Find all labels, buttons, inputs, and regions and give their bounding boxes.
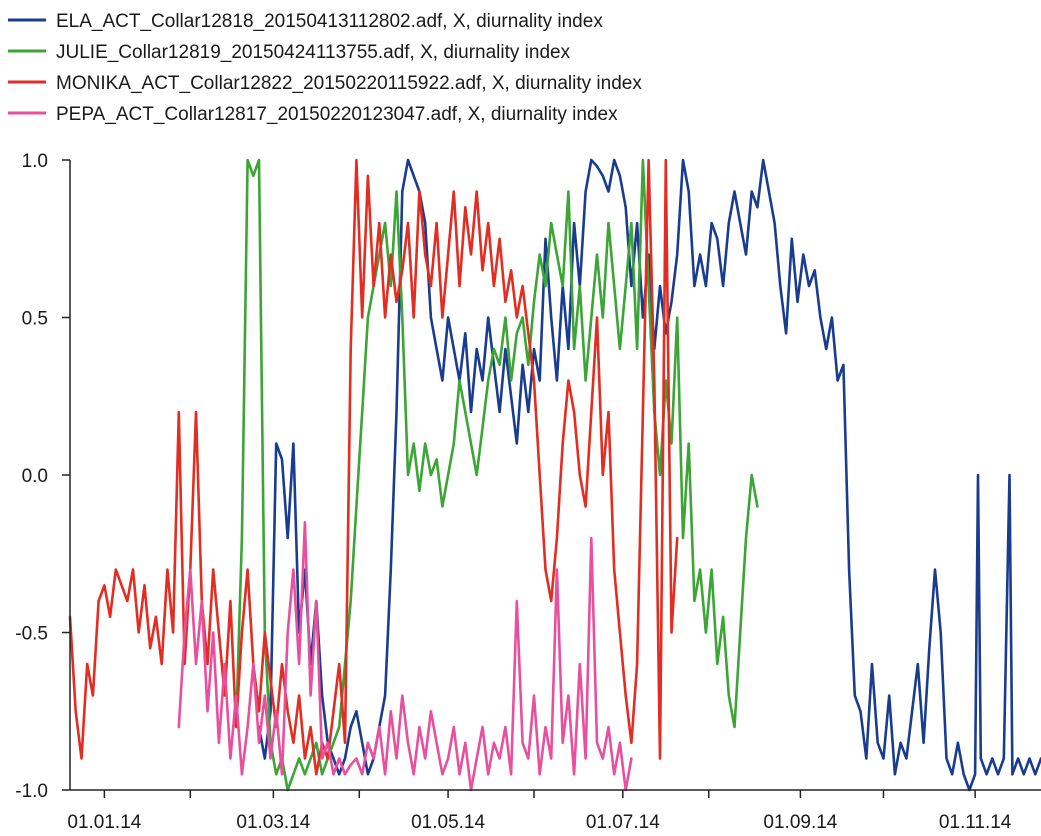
- x-tick-label: 01.01.14: [67, 812, 141, 833]
- x-axis-ticks: 01.01.14 01.03.14 01.05.14 01.07.14 01.09.14…: [67, 790, 1012, 833]
- legend: ELA_ACT_Collar12818_20150413112802.adf, …: [8, 11, 642, 125]
- y-axis-ticks: 1.0 0.5 0.0 -0.5 -1.0: [15, 151, 70, 802]
- x-tick-label: 01.09.14: [763, 812, 837, 833]
- x-tick-label: 01.07.14: [586, 812, 660, 833]
- series-lines: [68, 158, 1041, 792]
- x-tick-label: 01.05.14: [411, 812, 485, 833]
- y-tick-label: -0.5: [15, 624, 48, 645]
- legend-label: PEPA_ACT_Collar12817_20150220123047.adf,…: [56, 104, 618, 125]
- x-tick-label: 01.11.14: [939, 812, 1012, 833]
- legend-label: ELA_ACT_Collar12818_20150413112802.adf, …: [56, 11, 603, 32]
- x-tick-label: 01.03.14: [236, 812, 310, 833]
- series-line: [177, 520, 633, 792]
- legend-label: JULIE_Collar12819_20150424113755.adf, X,…: [56, 42, 571, 63]
- y-tick-label: 0.0: [22, 466, 48, 487]
- y-tick-label: 0.5: [22, 309, 48, 330]
- y-tick-label: 1.0: [22, 151, 48, 172]
- legend-label: MONIKA_ACT_Collar12822_20150220115922.ad…: [56, 73, 642, 94]
- y-tick-label: -1.0: [15, 781, 48, 802]
- plot-area: 1.0 0.5 0.0 -0.5 -1.0 01.01.14 01.03.14 01.05.…: [15, 151, 1041, 833]
- series-line: [234, 158, 759, 792]
- series-line: [68, 158, 679, 776]
